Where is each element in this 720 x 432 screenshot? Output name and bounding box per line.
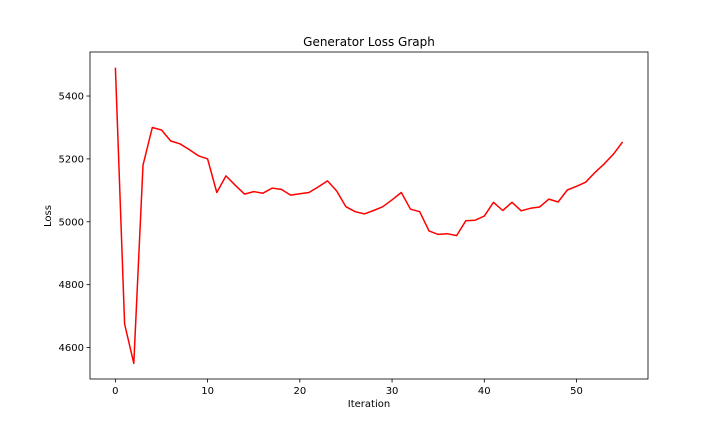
plot-area [89, 51, 649, 380]
series-line-0 [114, 67, 624, 365]
plot-frame [89, 51, 649, 380]
y-tick-label: 5000 [59, 217, 84, 228]
x-tick-label: 50 [570, 386, 583, 397]
x-tick-label: 30 [386, 386, 399, 397]
y-tick-label: 5200 [59, 154, 84, 165]
chart-title: Generator Loss Graph [303, 35, 435, 49]
x-tick-label: 40 [478, 386, 491, 397]
x-tick-label: 20 [293, 386, 306, 397]
y-tick-label: 4800 [59, 280, 84, 291]
y-tick-label: 5400 [59, 92, 84, 103]
y-tick-label: 4600 [59, 343, 84, 354]
y-axis-title: Loss [43, 205, 54, 227]
x-tick-label: 10 [201, 386, 214, 397]
x-tick-label: 0 [112, 386, 118, 397]
axis-ticks: 0 10 20 30 40 50 4600 4800 5000 5200 5400 [59, 92, 583, 397]
x-axis-title: Iteration [348, 399, 390, 410]
